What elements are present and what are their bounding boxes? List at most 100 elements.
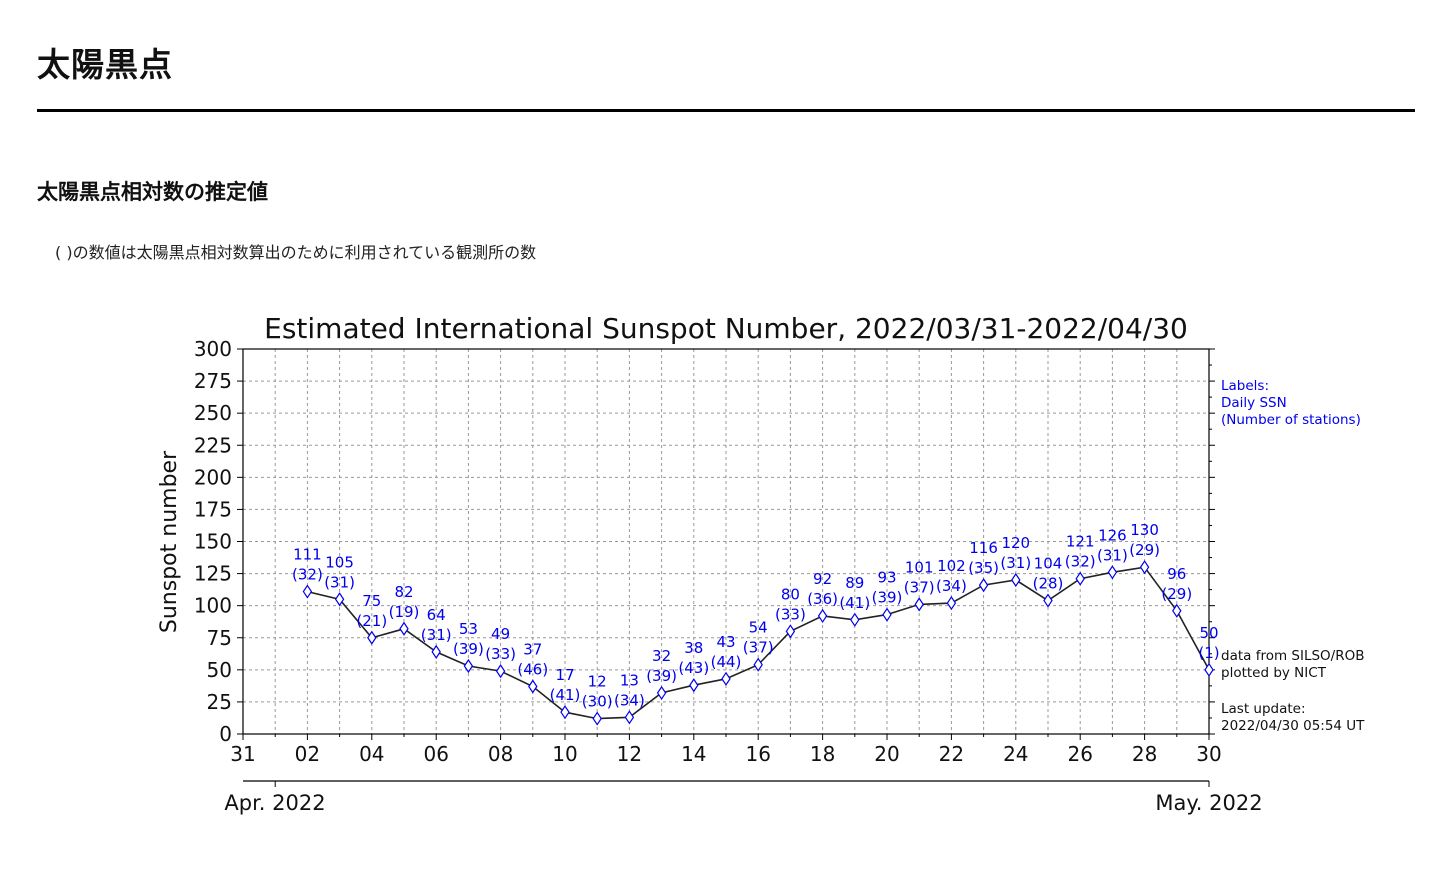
data-point (882, 607, 892, 622)
data-label-stations: (19) (389, 603, 420, 621)
data-label-stations: (39) (453, 640, 484, 658)
x-tick-label: 14 (681, 742, 706, 766)
data-point (850, 612, 860, 627)
data-point (689, 678, 699, 693)
data-point (1043, 593, 1053, 608)
data-label-value: 75 (362, 592, 381, 610)
data-point (528, 679, 538, 694)
update-text: 2022/04/30 05:54 UT (1221, 718, 1365, 734)
chart-title: Estimated International Sunspot Number, … (264, 312, 1188, 345)
page-title: 太陽黒点 (37, 45, 173, 84)
data-label-stations: (32) (1065, 553, 1096, 571)
data-point (302, 584, 313, 599)
month-label: May. 2022 (1155, 791, 1262, 815)
data-label-stations: (44) (711, 653, 742, 671)
y-tick-label: 25 (207, 690, 232, 714)
data-point (817, 608, 828, 624)
data-point (463, 658, 474, 674)
data-label-stations: (37) (743, 639, 774, 657)
data-point (399, 621, 409, 636)
x-tick-label: 20 (874, 742, 899, 766)
data-label-value: 50 (1199, 624, 1218, 642)
x-tick-label: 06 (423, 742, 448, 766)
data-label-value: 64 (427, 606, 446, 624)
y-axis-label: Sunspot number (157, 450, 182, 633)
data-label-stations: (31) (1000, 554, 1031, 572)
data-point (1204, 662, 1214, 677)
data-label-value: 116 (969, 539, 998, 557)
y-tick-label: 0 (219, 722, 232, 746)
data-label-stations: (46) (517, 661, 548, 679)
data-label-stations: (35) (968, 559, 999, 577)
data-label-value: 37 (523, 641, 542, 659)
data-label-value: 32 (652, 647, 671, 665)
x-tick-label: 24 (1003, 742, 1028, 766)
x-tick-label: 30 (1196, 742, 1221, 766)
x-tick-label: 08 (488, 742, 513, 766)
data-label-stations: (39) (646, 667, 677, 685)
data-label-stations: (30) (582, 693, 613, 711)
y-tick-label: 300 (194, 337, 232, 361)
data-label-value: 13 (620, 671, 639, 689)
data-point (914, 597, 924, 612)
data-point (334, 592, 345, 607)
data-point (1011, 572, 1021, 588)
data-point (656, 685, 667, 701)
data-label-stations: (33) (775, 605, 806, 623)
data-label-stations: (34) (936, 577, 967, 595)
data-point (785, 624, 796, 639)
data-point (946, 596, 957, 611)
x-tick-label: 31 (230, 742, 255, 766)
x-tick-label: 28 (1132, 742, 1157, 766)
y-tick-label: 275 (194, 369, 232, 393)
legend-text: Labels: (1221, 378, 1269, 394)
source-text: data from SILSO/ROB (1221, 648, 1365, 664)
data-label-stations: (41) (839, 594, 870, 612)
legend-text: Daily SSN (1221, 395, 1287, 411)
data-point (1172, 603, 1182, 618)
data-label-value: 105 (325, 553, 354, 571)
y-tick-label: 75 (207, 626, 232, 650)
data-label-stations: (32) (292, 566, 323, 584)
data-label-stations: (39) (872, 589, 903, 607)
y-tick-label: 125 (194, 562, 232, 586)
data-label-stations: (31) (324, 573, 355, 591)
x-tick-label: 10 (552, 742, 577, 766)
data-label-value: 49 (491, 625, 510, 643)
data-label-stations: (29) (1161, 585, 1192, 603)
x-tick-label: 02 (295, 742, 320, 766)
data-label-stations: (31) (1097, 546, 1128, 564)
y-tick-label: 50 (207, 658, 232, 682)
data-label-value: 89 (845, 574, 864, 592)
data-point (624, 710, 635, 725)
y-tick-label: 250 (194, 401, 232, 425)
data-point (721, 671, 731, 686)
data-label-value: 102 (937, 557, 966, 575)
data-point (1075, 571, 1085, 586)
data-point (367, 630, 377, 645)
data-label-stations: (43) (678, 659, 709, 677)
data-label-value: 43 (716, 633, 735, 651)
source-text: plotted by NICT (1221, 665, 1327, 681)
data-point (592, 711, 602, 726)
data-point (495, 664, 506, 679)
data-label-value: 12 (588, 673, 607, 691)
station-count-note: ( )の数値は太陽黒点相対数算出のために利用されている観測所の数 (55, 243, 537, 262)
update-text: Last update: (1221, 701, 1306, 717)
x-tick-label: 22 (939, 742, 964, 766)
data-label-value: 104 (1034, 555, 1063, 573)
data-label-value: 130 (1130, 521, 1159, 539)
axes: 0 25 50 75 100 125 150 175 200 225 250 275 300 31 02 04… (194, 337, 1263, 815)
y-tick-label: 225 (194, 433, 232, 457)
x-tick-label: 18 (810, 742, 835, 766)
data-label-value: 53 (459, 620, 478, 638)
data-point (978, 578, 989, 593)
data-label-stations: (34) (614, 691, 645, 709)
title-divider (37, 109, 1415, 112)
month-label: Apr. 2022 (224, 791, 325, 815)
x-tick-label: 12 (617, 742, 642, 766)
data-label-stations: (33) (485, 645, 516, 663)
y-tick-label: 175 (194, 497, 232, 521)
data-label-value: 111 (293, 546, 322, 564)
data-point (560, 705, 570, 720)
